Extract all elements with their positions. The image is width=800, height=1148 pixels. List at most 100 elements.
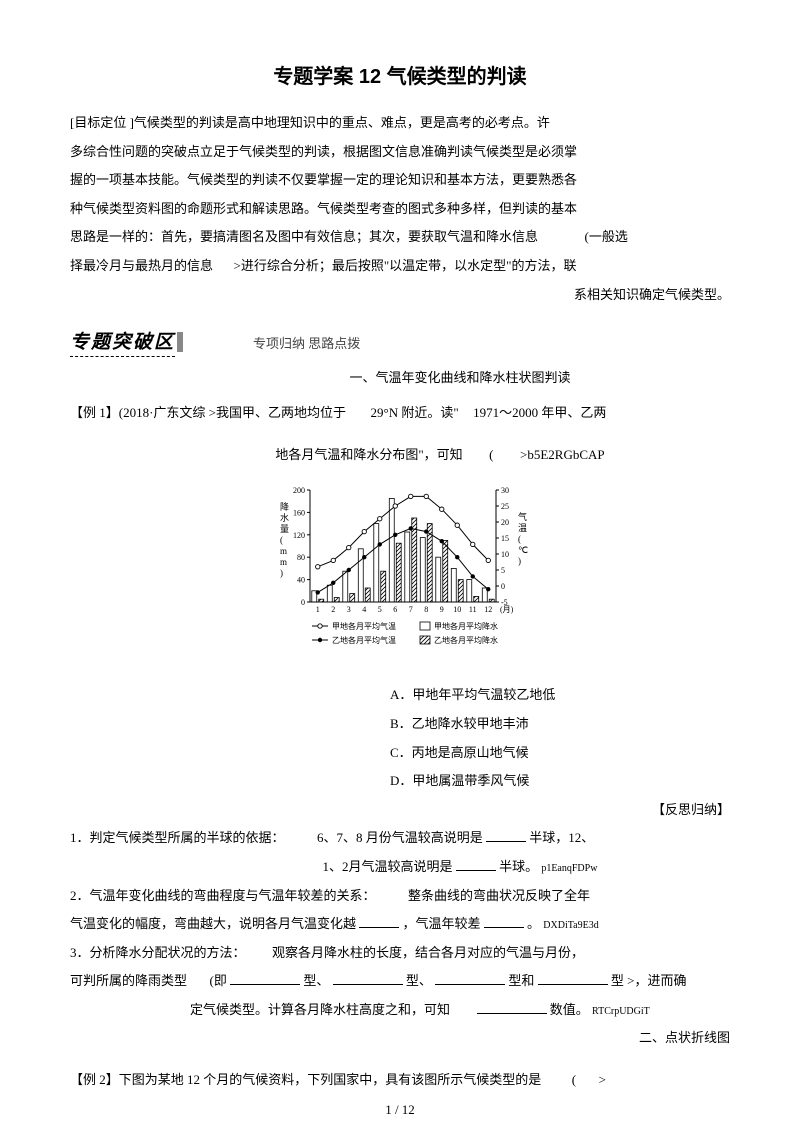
reflect-1b: 6、7、8 月份气温较高说明是 [317,830,483,845]
svg-text:0: 0 [501,582,505,591]
reflect-3a: 3．分析降水分配状况的方法： [70,945,246,960]
reflect-1e: 半球。 [499,859,538,874]
reflect-1: 1．判定气候类型所属的半球的依据： 6、7、8 月份气温较高说明是 半球，12、 [70,824,730,853]
svg-text:温: 温 [518,523,527,533]
svg-text:11: 11 [469,605,477,614]
blank-3 [359,914,399,928]
reflect-2b: 整条曲线的弯曲状况反映了全年 [408,888,590,903]
reflect-2-line2: 气温变化的幅度，弯曲越大，说明各月气温变化越 ，气温年较差 。 DXDiTa9E… [70,910,730,939]
page-title: 专题学案 12 气候类型的判读 [70,60,730,89]
reflect-1d: 1、2月气温较高说明是 [323,859,453,874]
svg-text:降: 降 [280,501,289,512]
intro-p1: [目标定位 ]气候类型的判读是高中地理知识中的重点、难点，更是高考的必考点。许 [70,109,730,138]
example1-line2: 地各月气温和降水分布图"，可知 ( >b5E2RGbCAP [70,441,730,470]
reflect-3-line2: 可判所属的降雨类型 (即 型、 型、 型和 型 >，进而确 [70,967,730,996]
option-a: A．甲地年平均气温较乙地低 [390,681,730,710]
options-block: A．甲地年平均气温较乙地低 B．乙地降水较甲地丰沛 C．丙地是高原山地气候 D．… [390,681,730,795]
svg-text:甲地各月平均降水: 甲地各月平均降水 [434,621,498,631]
reflect-label: 【反思归纳】 [70,796,730,825]
svg-text:6: 6 [393,605,397,614]
example1-code: >b5E2RGbCAP [520,447,605,462]
reflect-2a: 2．气温年变化曲线的弯曲程度与气温年较差的关系： [70,888,376,903]
svg-text:(月): (月) [500,605,514,614]
svg-text:m: m [280,557,287,567]
svg-text:℃: ℃ [518,545,528,555]
subhead-1: 一、气温年变化曲线和降水柱状图判读 [70,367,730,386]
svg-text:): ) [518,556,521,566]
intro-p5a: 思路是一样的：首先，要搞清图名及图中有效信息；其次，要获取气温和降水信息 [70,229,538,244]
svg-text:0: 0 [301,598,305,607]
reflect-3f: 型和 [508,973,534,988]
svg-text:量: 量 [280,524,289,534]
svg-text:30: 30 [501,486,509,495]
blank-5 [230,971,300,985]
option-b: B．乙地降水较甲地丰沛 [390,710,730,739]
intro-p2: 多综合性问题的突破点立足于气候类型的判读，根据图文信息准确判读气候类型是必须掌 [70,138,730,167]
svg-text:80: 80 [297,554,305,563]
svg-text:200: 200 [293,486,305,495]
reflect-3g: 型 >，进而确 [611,973,687,988]
example2-text: 下图为某地 12 个月的气候资料，下列国家中，具有该图所示气候类型的是 [119,1072,542,1087]
section-banner: 专题突破区 专项归纳 思路点拨 [70,327,730,357]
svg-text:12: 12 [484,605,492,614]
svg-text:9: 9 [440,605,444,614]
intro-p4: 种气候类型资料图的命题形式和解读思路。气候类型考查的图式多种多样，但判读的基本 [70,195,730,224]
svg-text:): ) [280,568,283,578]
intro-p6: 择最冷月与最热月的信息 >进行综合分析；最后按照"以温定带，以水定型"的方法，联 [70,252,730,281]
intro-p5b: (一般选 [585,229,628,244]
reflect-2e: 。 [527,916,540,931]
blank-9 [477,1000,547,1014]
reflect-3: 3．分析降水分配状况的方法： 观察各月降水柱的长度，结合各月对应的气温与月份， [70,939,730,968]
reflect-1-line2: 1、2月气温较高说明是 半球。 p1EanqFDPw [70,853,730,882]
svg-text:8: 8 [424,605,428,614]
reflect-3-line3: 定气候类型。计算各月降水柱高度之和，可知 数值。 RTCrpUDGiT [70,996,730,1025]
intro-p3: 握的一项基本技能。气候类型的判读不仅要掌握一定的理论知识和基本方法，更要熟悉各 [70,166,730,195]
reflect-3h: 定气候类型。计算各月降水柱高度之和，可知 [190,1002,450,1017]
example2-label: 【例 2】 [70,1072,119,1087]
option-c: C．丙地是高原山地气候 [390,739,730,768]
reflect-3c: 可判所属的降雨类型 [70,973,187,988]
example1-line1: 【例 1】(2018·广东文综 >我国甲、乙两地均位于 29°N 附近。读" 1… [70,399,730,428]
svg-text:1: 1 [316,605,320,614]
subhead-2: 二、点状折线图 [70,1024,730,1053]
example1-deg: 29°N 附近。读" [371,405,459,420]
reflect-3d: 型、 [303,973,329,988]
example2-line: 【例 2】下图为某地 12 个月的气候资料，下列国家中，具有该图所示气候类型的是… [70,1066,730,1095]
reflect-3i: 数值。 [550,1002,589,1017]
banner-title: 专题突破区 [70,327,175,357]
svg-text:(: ( [280,535,283,545]
intro-p5: 思路是一样的：首先，要搞清图名及图中有效信息；其次，要获取气温和降水信息 (一般… [70,223,730,252]
svg-text:10: 10 [453,605,461,614]
intro-p7: 系相关知识确定气候类型。 [70,281,730,310]
svg-text:甲地各月平均气温: 甲地各月平均气温 [332,621,396,631]
banner-bar-icon [177,332,183,352]
svg-text:25: 25 [501,502,509,511]
svg-text:气: 气 [518,511,527,522]
svg-text:(: ( [518,534,521,544]
svg-text:2: 2 [331,605,335,614]
climate-chart: 04080120160200-5051015202530123456789101… [70,482,730,677]
banner-subtitle: 专项归纳 思路点拨 [253,333,360,352]
option-d: D．甲地属温带季风气候 [390,767,730,796]
example1-text-a: (2018·广东文综 >我国甲、乙两地均位于 [119,405,346,420]
svg-text:5: 5 [501,566,505,575]
blank-1 [486,828,526,842]
example1-line2a: 地各月气温和降水分布图"，可知 [275,447,462,462]
reflect-3e: 型、 [406,973,432,988]
svg-text:120: 120 [293,531,305,540]
svg-text:40: 40 [297,576,305,585]
blank-2 [456,857,496,871]
page-footer: 1 / 12 [0,1102,800,1118]
reflect-1c: 半球，12、 [529,830,594,845]
blank-7 [435,971,505,985]
example1-paren: ( [489,447,493,462]
blank-8 [538,971,608,985]
example1-years: 1971～2000 年甲、乙两 [473,405,606,420]
reflect-2c: 气温变化的幅度，弯曲越大，说明各月气温变化越 [70,916,356,931]
reflect-3b: 观察各月降水柱的长度，结合各月对应的气温与月份， [272,945,584,960]
example2-close: > [599,1072,606,1087]
reflect-1code: p1EanqFDPw [541,863,597,874]
blank-4 [484,914,524,928]
svg-text:水: 水 [280,512,289,523]
reflect-2d: ，气温年较差 [403,916,481,931]
